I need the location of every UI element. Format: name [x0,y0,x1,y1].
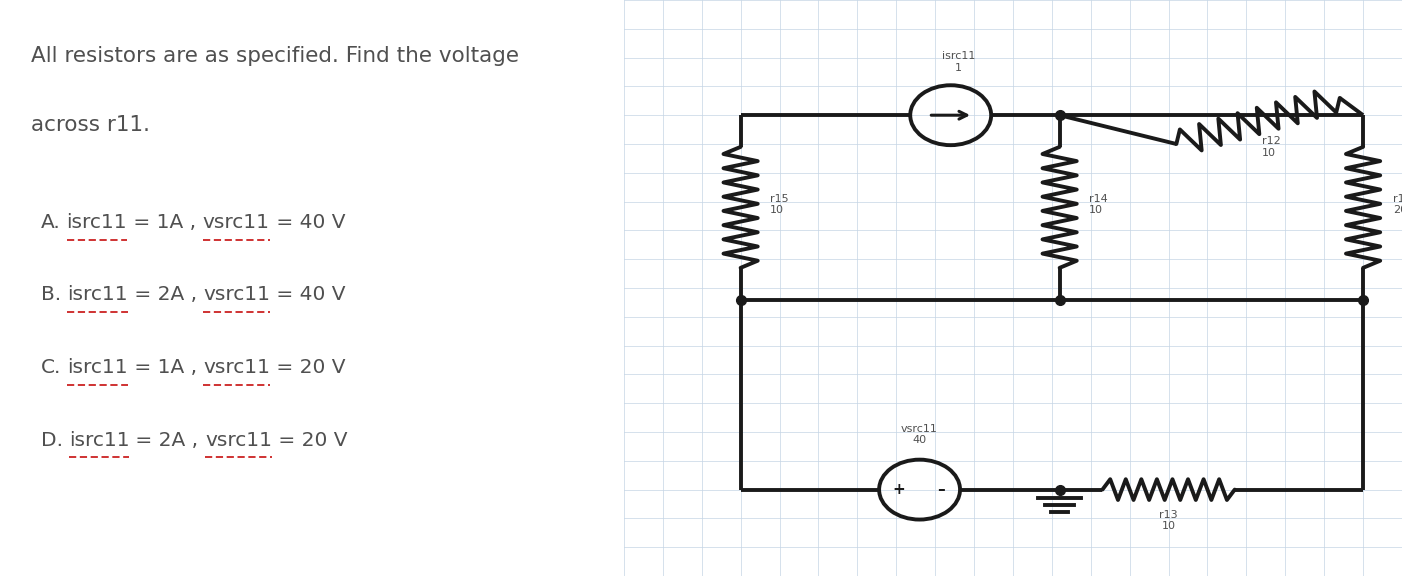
Text: isrc11
1: isrc11 1 [942,51,976,73]
Text: r12
10: r12 10 [1262,136,1280,158]
Text: r13
10: r13 10 [1159,510,1178,531]
Text: isrc11: isrc11 [66,213,128,232]
Text: isrc11: isrc11 [69,431,129,450]
Text: vsrc11: vsrc11 [203,358,271,377]
Text: r11
20: r11 20 [1392,194,1402,215]
Text: A.: A. [41,213,60,232]
Text: = 40 V: = 40 V [271,285,345,304]
Text: = 1A ,: = 1A , [128,358,203,377]
Text: D.: D. [41,431,63,450]
Text: r14
10: r14 10 [1089,194,1108,215]
Text: –: – [937,482,945,497]
Text: All resistors are as specified. Find the voltage: All resistors are as specified. Find the… [31,46,519,66]
Text: = 2A ,: = 2A , [128,285,203,304]
Text: = 20 V: = 20 V [271,358,346,377]
Text: B.: B. [41,285,60,304]
Text: isrc11: isrc11 [67,358,128,377]
Text: vsrc11: vsrc11 [203,213,269,232]
Text: +: + [892,482,904,497]
Text: = 2A ,: = 2A , [129,431,205,450]
Text: vsrc11: vsrc11 [203,285,271,304]
Text: isrc11: isrc11 [67,285,128,304]
Text: r15
10: r15 10 [770,194,789,215]
Text: = 40 V: = 40 V [269,213,345,232]
Text: vsrc11: vsrc11 [205,431,272,450]
Text: vsrc11
40: vsrc11 40 [901,424,938,445]
Text: = 20 V: = 20 V [272,431,348,450]
Text: across r11.: across r11. [31,115,150,135]
Text: C.: C. [41,358,60,377]
Text: = 1A ,: = 1A , [128,213,203,232]
